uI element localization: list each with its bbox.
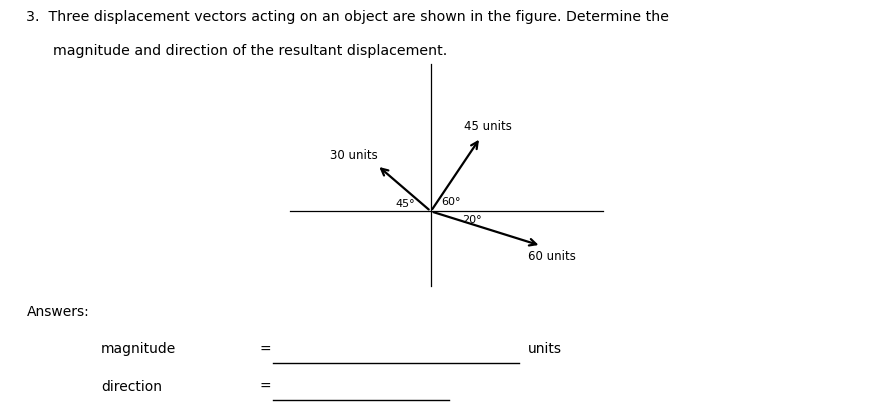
Text: 20°: 20° xyxy=(463,215,482,225)
Text: magnitude and direction of the resultant displacement.: magnitude and direction of the resultant… xyxy=(26,44,448,58)
Text: magnitude: magnitude xyxy=(101,342,177,356)
Text: 60°: 60° xyxy=(442,198,461,208)
Text: 60 units: 60 units xyxy=(528,250,576,263)
Text: units: units xyxy=(528,342,562,356)
Text: Answers:: Answers: xyxy=(26,305,89,319)
Text: 45°: 45° xyxy=(396,199,415,209)
Text: 30 units: 30 units xyxy=(330,149,378,162)
Text: 3.  Three displacement vectors acting on an object are shown in the figure. Dete: 3. Three displacement vectors acting on … xyxy=(26,10,670,24)
Text: direction: direction xyxy=(101,380,162,394)
Text: =: = xyxy=(260,380,271,394)
Text: =: = xyxy=(260,342,271,356)
Text: 45 units: 45 units xyxy=(464,120,511,133)
